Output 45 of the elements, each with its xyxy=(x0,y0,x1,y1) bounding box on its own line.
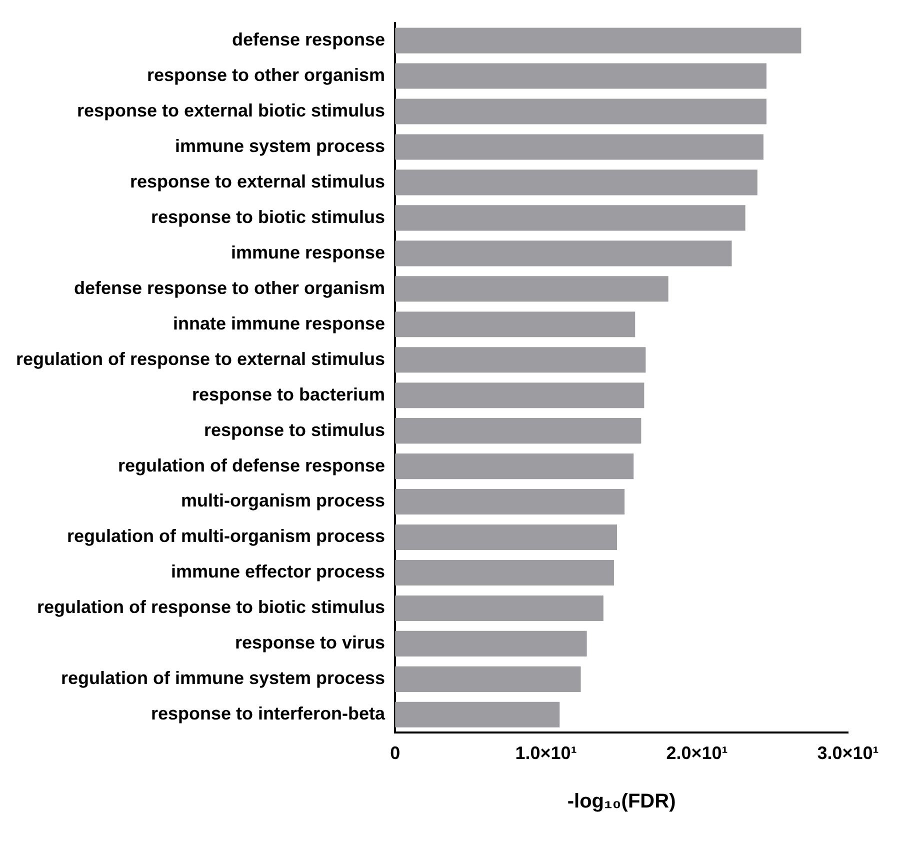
bar xyxy=(395,205,746,231)
y-tick-label: regulation of immune system process xyxy=(60,668,386,688)
bar xyxy=(395,240,732,266)
y-tick-label: response to virus xyxy=(235,632,386,653)
bar xyxy=(395,702,560,728)
bar xyxy=(395,312,636,338)
y-tick-label: response to bacterium xyxy=(192,384,386,404)
y-tick-label: response to interferon-beta xyxy=(151,704,386,724)
y-tick-label: defense response xyxy=(232,30,386,50)
x-axis-title: -log₁₀(FDR) xyxy=(567,790,676,813)
y-tick-label: response to stimulus xyxy=(204,420,386,440)
x-tick-label: 0 xyxy=(390,743,400,764)
y-tick-label: regulation of multi-organism process xyxy=(67,526,386,546)
y-tick-label: regulation of defense response xyxy=(118,455,386,476)
bar xyxy=(395,28,802,54)
bar xyxy=(395,170,758,196)
bar xyxy=(395,382,644,408)
y-tick-label: response to external biotic stimulus xyxy=(76,100,386,120)
bar xyxy=(395,134,764,160)
bar xyxy=(395,524,618,550)
y-tick-label: multi-organism process xyxy=(181,490,386,511)
bar xyxy=(395,666,581,692)
bar xyxy=(395,595,604,621)
bar xyxy=(395,560,614,586)
bar xyxy=(395,489,625,515)
bar xyxy=(395,454,634,480)
y-tick-label: defense response to other organism xyxy=(74,278,386,298)
x-tick-label: 2.0×10¹ xyxy=(666,743,728,764)
bar xyxy=(395,63,766,89)
y-tick-label: response to external stimulus xyxy=(130,171,386,192)
bar xyxy=(395,98,766,124)
x-tick-label: 3.0×10¹ xyxy=(817,743,879,764)
y-tick-label: immune response xyxy=(231,242,386,262)
y-tick-label: immune system process xyxy=(174,136,386,156)
bar xyxy=(395,418,642,444)
bar xyxy=(395,276,668,302)
y-tick-label: innate immune response xyxy=(173,313,386,334)
y-tick-label: regulation of response to external stimulus xyxy=(16,348,386,369)
bar xyxy=(395,347,646,373)
y-tick-label: immune effector process xyxy=(170,562,386,582)
bar xyxy=(395,630,587,656)
y-tick-label: response to biotic stimulus xyxy=(151,206,386,227)
x-tick-label: 1.0×10¹ xyxy=(515,743,577,764)
y-tick-label: response to other organism xyxy=(147,64,386,85)
y-tick-label: regulation of response to biotic stimulus xyxy=(37,597,386,618)
